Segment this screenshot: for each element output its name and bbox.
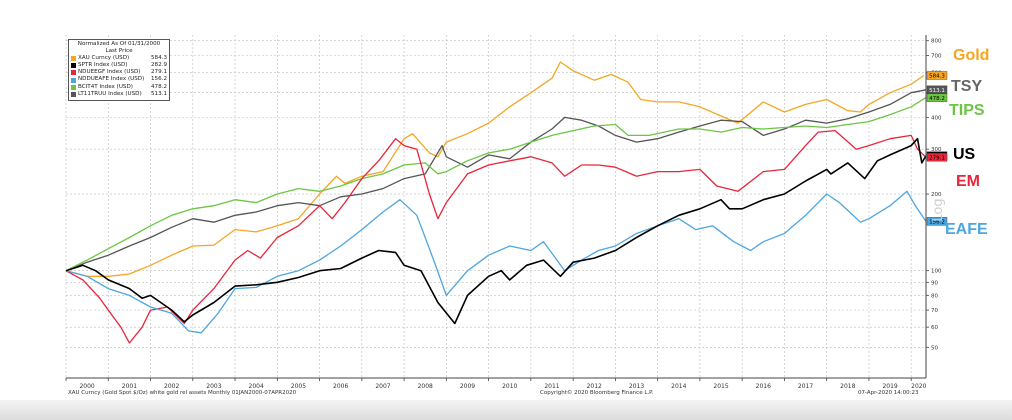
x-tick-label: 2014 xyxy=(671,383,686,390)
label-gold: Gold xyxy=(953,47,990,64)
x-tick-label: 2001 xyxy=(122,383,137,390)
last-price-label: 279.1 xyxy=(926,152,948,161)
y-tick-label: 100 xyxy=(931,269,942,275)
x-tick-label: 2006 xyxy=(333,383,348,390)
legend-item-value: 513.1 xyxy=(150,90,167,97)
legend-item: SPTR Index (USD) 282.9 xyxy=(71,62,167,69)
footer-timestamp: 07-Apr-2020 14:00:23 xyxy=(858,390,919,396)
legend-subtitle: Last Price xyxy=(105,48,133,55)
last-price-label: 513.1 xyxy=(926,85,948,94)
series-line xyxy=(65,97,927,272)
y-tick-label: 300 xyxy=(931,147,942,153)
svg-text:156.2: 156.2 xyxy=(929,220,945,226)
x-tick-label: 2017 xyxy=(798,383,813,390)
y-tick-label: 700 xyxy=(931,53,942,59)
log-watermark: Log xyxy=(931,198,946,221)
series-line xyxy=(65,129,927,344)
svg-text:279.1: 279.1 xyxy=(929,155,945,161)
legend-item: BCIT4T Index (USD) 478.2 xyxy=(71,84,167,91)
x-tick-label: 2007 xyxy=(375,383,390,390)
legend-item-value: 478.2 xyxy=(150,83,167,90)
x-tick-label: 2020 xyxy=(911,383,926,390)
legend-swatch xyxy=(71,63,76,69)
label-em: EM xyxy=(956,173,980,190)
label-tips: TIPS xyxy=(949,102,985,119)
x-tick-label: 2010 xyxy=(502,383,517,390)
y-tick-label: 200 xyxy=(931,192,942,198)
last-price-label: 478.2 xyxy=(926,93,948,102)
x-tick-label: 2009 xyxy=(460,383,475,390)
x-tick-label: 2008 xyxy=(418,383,433,390)
x-tick-label: 2005 xyxy=(291,383,306,390)
legend-item-value: 156.2 xyxy=(150,76,167,83)
legend-title: Normalized As Of 01/31/2000 xyxy=(77,41,161,47)
legend-item: NDDUEAFE Index (USD) 156.2 xyxy=(71,76,167,83)
last-price-label: 584.3 xyxy=(926,71,948,80)
legend-item-name: SPTR Index (USD) xyxy=(78,62,128,69)
bottom-band xyxy=(0,400,1012,420)
x-tick-label: 2002 xyxy=(164,383,179,390)
svg-text:478.2: 478.2 xyxy=(929,96,945,102)
plot-area xyxy=(66,35,926,378)
legend-item: LT11TRUU Index (USD) 513.1 xyxy=(71,91,167,98)
series-line xyxy=(65,89,927,272)
x-tick-label: 2019 xyxy=(882,383,897,390)
legend-swatch xyxy=(71,77,76,83)
last-price-label: 156.2 xyxy=(926,217,948,226)
x-tick-label: 2003 xyxy=(206,383,221,390)
svg-text:584.3: 584.3 xyxy=(929,74,945,80)
x-tick-label: 2013 xyxy=(629,383,644,390)
y-tick-label: 90 xyxy=(931,280,938,286)
legend-item-name: BCIT4T Index (USD) xyxy=(78,83,133,90)
legend-swatch xyxy=(71,56,76,62)
x-tick-label: 2000 xyxy=(79,383,94,390)
y-tick-label: 80 xyxy=(931,293,938,299)
legend-item-name: XAU Curncy (USD) xyxy=(78,55,130,62)
x-tick-label: 2018 xyxy=(840,383,855,390)
legend-item: XAU Curncy (USD) 584.3 xyxy=(71,55,167,62)
y-tick-label: 50 xyxy=(931,345,938,351)
series-line xyxy=(65,137,927,325)
series-line xyxy=(65,190,927,334)
label-tsy: TSY xyxy=(951,78,983,95)
x-tick-label: 2015 xyxy=(713,383,728,390)
x-tick-label: 2011 xyxy=(544,383,559,390)
legend-item-value: 584.3 xyxy=(150,55,167,62)
y-tick-label: 800 xyxy=(931,39,942,45)
y-tick-label: 60 xyxy=(931,325,938,331)
legend-item-name: NDUEEGF Index (USD) xyxy=(78,69,141,76)
label-eafe: EAFE xyxy=(945,221,988,238)
y-axis-ticks: 5060708090100200300400500600700800 xyxy=(926,39,942,351)
y-tick-label: 70 xyxy=(931,308,938,314)
legend: Normalized As Of 01/31/2000 Last Price X… xyxy=(68,39,170,101)
footer-copyright: Copyright© 2020 Bloomberg Finance L.P. xyxy=(540,390,654,396)
label-us: US xyxy=(953,146,976,163)
x-tick-label: 2016 xyxy=(756,383,771,390)
legend-swatch xyxy=(71,84,76,90)
series-lines xyxy=(65,61,927,344)
legend-item-name: NDDUEAFE Index (USD) xyxy=(78,76,145,83)
svg-text:513.1: 513.1 xyxy=(929,88,945,94)
x-axis-ticks: 2000 2001 2002 2003 2004 2005 2006 2007 2008 2009… xyxy=(65,378,927,390)
legend-swatch xyxy=(71,91,76,97)
legend-item-value: 279.1 xyxy=(150,69,167,76)
legend-item: NDUEEGF Index (USD) 279.1 xyxy=(71,69,167,76)
series-line xyxy=(65,61,925,277)
y-tick-label: 400 xyxy=(931,115,942,121)
x-tick-label: 2004 xyxy=(249,383,264,390)
x-tick-label: 2012 xyxy=(587,383,602,390)
footer-source: XAU Curncy (Gold Spot $/Oz) white gold r… xyxy=(68,390,297,396)
legend-swatch xyxy=(71,70,76,76)
legend-item-value: 282.9 xyxy=(150,62,167,69)
legend-item-name: LT11TRUU Index (USD) xyxy=(78,90,142,97)
